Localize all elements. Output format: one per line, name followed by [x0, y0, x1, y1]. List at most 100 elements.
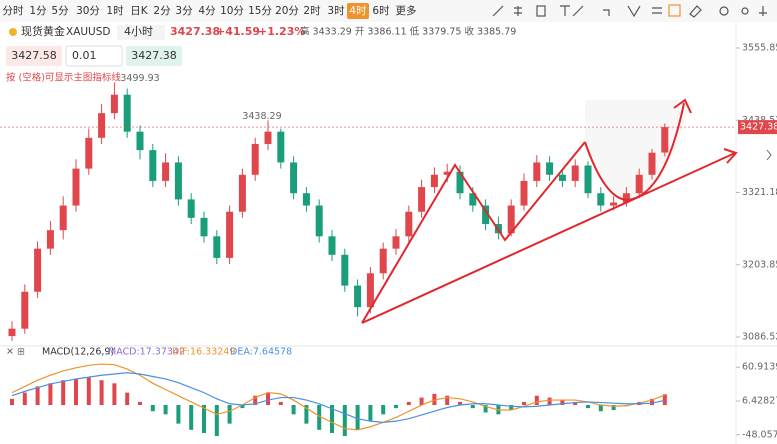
macd-bar — [35, 386, 40, 406]
last-price-label: 3427.38 — [740, 122, 777, 133]
period[interactable]: 4小时 — [124, 25, 153, 38]
interval-tab[interactable]: 2时 — [303, 5, 321, 17]
candle-body — [174, 162, 182, 200]
macd-bar — [74, 378, 78, 406]
candle-body — [123, 94, 131, 132]
macd-bar — [163, 405, 168, 415]
candle-body — [341, 254, 349, 286]
symbol-name[interactable]: 现货黄金 — [21, 24, 65, 38]
bid[interactable]: 3427.38 — [131, 49, 177, 62]
candle-body — [661, 127, 669, 153]
candle-body — [482, 205, 490, 225]
candle-body — [622, 193, 630, 203]
y-tick-label: 3321.18 — [742, 187, 777, 198]
macd-bar — [342, 405, 347, 437]
macd-bar — [86, 377, 91, 406]
candle-body — [264, 131, 272, 144]
drawing-tools[interactable] — [492, 4, 767, 18]
last-price-box — [738, 120, 777, 135]
macd-line — [11, 363, 666, 431]
interval-tab[interactable]: 5分 — [51, 5, 69, 17]
candle-body — [571, 165, 579, 181]
macd-bar — [278, 401, 283, 406]
ask[interactable]: 3427.58 — [11, 49, 57, 62]
interval-tab[interactable]: 20分 — [275, 5, 299, 17]
candle-body — [162, 162, 170, 181]
legend-item: MACD:17.37342 — [108, 347, 185, 358]
interval-tab[interactable]: 日K — [130, 5, 148, 17]
active-tab — [347, 3, 369, 19]
candle-body — [379, 248, 387, 274]
interval-tab[interactable]: 15分 — [248, 5, 272, 17]
interval-tab[interactable]: 1分 — [29, 5, 47, 17]
macd-bar — [266, 392, 270, 406]
candle-body — [277, 131, 285, 163]
y-tick-label: 6.42827 — [742, 396, 777, 407]
candle-body — [8, 328, 16, 337]
candle-body — [443, 171, 451, 175]
interval-tab[interactable]: 10分 — [220, 5, 244, 17]
candle-body — [405, 211, 413, 237]
bid-box[interactable] — [126, 46, 182, 66]
interval-tab[interactable]: 4分 — [198, 5, 216, 17]
macd-bar — [573, 401, 578, 406]
candle-body — [290, 162, 298, 194]
macd-bar — [381, 405, 386, 415]
y-tick-label: 3086.52 — [742, 332, 777, 343]
ohlc: 高 3433.29 开 3386.11 低 3379.75 收 3385.79 — [300, 26, 516, 38]
interval-tab[interactable]: 2分 — [153, 5, 171, 17]
peak-label: 3499.93 — [120, 73, 159, 84]
candle-body — [648, 152, 656, 175]
macd-bar — [202, 405, 206, 433]
macd-bar — [419, 397, 424, 406]
macd-bar — [150, 405, 155, 412]
macd-bar — [547, 397, 552, 406]
candle-body — [59, 205, 67, 231]
macd-bar — [368, 405, 373, 421]
interval-tab[interactable]: 6时 — [372, 5, 390, 17]
interval-tab[interactable]: 4时 — [349, 5, 367, 17]
macd-bar — [445, 395, 450, 406]
lot[interactable]: 0.01 — [72, 49, 97, 62]
candle-body — [187, 199, 195, 218]
macd-bar — [560, 400, 565, 406]
candle-body — [238, 174, 246, 212]
hint: 按 (空格)可显示主图指标线 — [6, 72, 121, 84]
interval-tab[interactable]: 更多 — [396, 4, 417, 17]
candle-body — [98, 113, 106, 138]
legend-item: DEA:7.64578 — [230, 347, 292, 358]
candle-body — [315, 205, 323, 237]
macd-bar — [61, 380, 66, 406]
candle-body — [328, 236, 336, 255]
candle-body — [558, 174, 566, 181]
macd-bar — [253, 395, 258, 406]
y-tick-label: 3555.85 — [742, 43, 777, 54]
macd-bar — [125, 392, 130, 406]
macd-bar — [394, 405, 398, 409]
lot-box[interactable] — [65, 45, 123, 67]
macd-bar — [291, 405, 296, 415]
macd-bar — [304, 405, 309, 424]
macd-bar — [330, 405, 334, 433]
candle-body — [520, 180, 528, 206]
candle-body — [213, 236, 221, 258]
change: +41.59 — [216, 25, 260, 38]
candle-body — [34, 248, 42, 292]
interval-tab[interactable]: 分时 — [3, 5, 24, 17]
interval-tab[interactable]: 1时 — [106, 5, 124, 17]
macd-bar — [662, 394, 667, 406]
macd-bar — [586, 405, 590, 409]
period-select[interactable] — [117, 25, 165, 40]
candle-body — [392, 236, 400, 249]
candle-body — [251, 143, 259, 175]
macd-line — [11, 372, 665, 423]
macd-bar — [240, 405, 245, 409]
symbol-icon — [9, 28, 17, 36]
expand-button[interactable] — [766, 149, 772, 161]
interval-tab[interactable]: 3分 — [175, 5, 193, 17]
interval-tab[interactable]: 3时 — [327, 5, 345, 17]
ask-box[interactable] — [6, 46, 62, 66]
interval-tab[interactable]: 30分 — [76, 5, 100, 17]
macd-bar — [470, 405, 475, 409]
